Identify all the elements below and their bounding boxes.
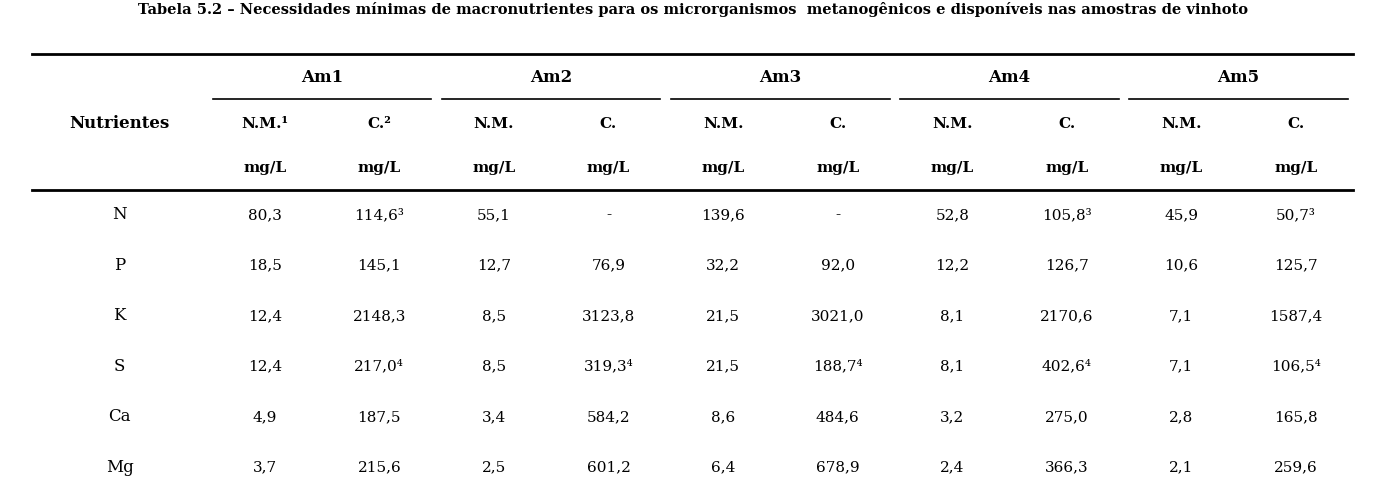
Text: N.M.¹: N.M.¹ [241, 117, 288, 131]
Text: mg/L: mg/L [472, 161, 515, 175]
Text: Am3: Am3 [759, 69, 802, 86]
Text: 106,5⁴: 106,5⁴ [1271, 359, 1321, 373]
Text: 12,4: 12,4 [248, 359, 281, 373]
Text: mg/L: mg/L [1159, 161, 1204, 175]
Text: 3,4: 3,4 [482, 410, 506, 424]
Text: 484,6: 484,6 [816, 410, 860, 424]
Text: mg/L: mg/L [816, 161, 859, 175]
Text: 3,7: 3,7 [252, 460, 277, 474]
Text: Mg: Mg [105, 459, 133, 476]
Text: 139,6: 139,6 [701, 208, 745, 222]
Text: 105,8³: 105,8³ [1042, 208, 1091, 222]
Text: 12,7: 12,7 [476, 258, 511, 272]
Text: 7,1: 7,1 [1169, 309, 1194, 323]
Text: 165,8: 165,8 [1274, 410, 1317, 424]
Text: 2170,6: 2170,6 [1040, 309, 1094, 323]
Text: 50,7³: 50,7³ [1276, 208, 1316, 222]
Text: 2,1: 2,1 [1169, 460, 1194, 474]
Text: -: - [605, 208, 611, 222]
Text: 8,6: 8,6 [711, 410, 735, 424]
Text: mg/L: mg/L [357, 161, 402, 175]
Text: 215,6: 215,6 [357, 460, 402, 474]
Text: Am1: Am1 [301, 69, 343, 86]
Text: N: N [112, 206, 127, 224]
Text: 584,2: 584,2 [587, 410, 630, 424]
Text: 126,7: 126,7 [1044, 258, 1089, 272]
Text: 3021,0: 3021,0 [810, 309, 864, 323]
Text: 8,1: 8,1 [940, 359, 964, 373]
Text: 18,5: 18,5 [248, 258, 281, 272]
Text: 402,6⁴: 402,6⁴ [1042, 359, 1091, 373]
Text: C.: C. [1287, 117, 1305, 131]
Text: C.: C. [1058, 117, 1075, 131]
Text: -: - [835, 208, 841, 222]
Text: Am2: Am2 [530, 69, 572, 86]
Text: 8,1: 8,1 [940, 309, 964, 323]
Text: 2,8: 2,8 [1169, 410, 1194, 424]
Text: 2148,3: 2148,3 [353, 309, 406, 323]
Text: 275,0: 275,0 [1044, 410, 1089, 424]
Text: 6,4: 6,4 [711, 460, 735, 474]
Text: 92,0: 92,0 [820, 258, 855, 272]
Text: P: P [114, 257, 125, 274]
Text: 678,9: 678,9 [816, 460, 860, 474]
Text: mg/L: mg/L [931, 161, 974, 175]
Text: N.M.: N.M. [1161, 117, 1202, 131]
Text: 12,4: 12,4 [248, 309, 281, 323]
Text: Tabela 5.2 – Necessidades mínimas de macronutrientes para os microrganismos  met: Tabela 5.2 – Necessidades mínimas de mac… [137, 2, 1248, 17]
Text: 4,9: 4,9 [252, 410, 277, 424]
Text: 10,6: 10,6 [1165, 258, 1198, 272]
Text: K: K [114, 307, 126, 325]
Text: 217,0⁴: 217,0⁴ [355, 359, 404, 373]
Text: 601,2: 601,2 [586, 460, 630, 474]
Text: 76,9: 76,9 [591, 258, 626, 272]
Text: C.: C. [830, 117, 846, 131]
Text: 52,8: 52,8 [935, 208, 970, 222]
Text: C.: C. [600, 117, 618, 131]
Text: 259,6: 259,6 [1274, 460, 1317, 474]
Text: 80,3: 80,3 [248, 208, 281, 222]
Text: N.M.: N.M. [702, 117, 744, 131]
Text: Ca: Ca [108, 409, 132, 426]
Text: Nutrientes: Nutrientes [69, 114, 170, 131]
Text: 187,5: 187,5 [357, 410, 402, 424]
Text: C.²: C.² [367, 117, 392, 131]
Text: mg/L: mg/L [244, 161, 287, 175]
Text: 8,5: 8,5 [482, 309, 506, 323]
Text: 1587,4: 1587,4 [1269, 309, 1323, 323]
Text: Am5: Am5 [1217, 69, 1260, 86]
Text: N.M.: N.M. [932, 117, 972, 131]
Text: 32,2: 32,2 [706, 258, 740, 272]
Text: 366,3: 366,3 [1044, 460, 1089, 474]
Text: mg/L: mg/L [701, 161, 745, 175]
Text: 21,5: 21,5 [706, 359, 740, 373]
Text: mg/L: mg/L [1046, 161, 1089, 175]
Text: 45,9: 45,9 [1165, 208, 1198, 222]
Text: 8,5: 8,5 [482, 359, 506, 373]
Text: Am4: Am4 [989, 69, 1030, 86]
Text: 319,3⁴: 319,3⁴ [583, 359, 633, 373]
Text: mg/L: mg/L [587, 161, 630, 175]
Text: 3123,8: 3123,8 [582, 309, 636, 323]
Text: 2,5: 2,5 [482, 460, 506, 474]
Text: 2,4: 2,4 [940, 460, 964, 474]
Text: 114,6³: 114,6³ [355, 208, 404, 222]
Text: 3,2: 3,2 [940, 410, 964, 424]
Text: 125,7: 125,7 [1274, 258, 1317, 272]
Text: 145,1: 145,1 [357, 258, 402, 272]
Text: N.M.: N.M. [474, 117, 514, 131]
Text: S: S [114, 358, 125, 375]
Text: 55,1: 55,1 [476, 208, 511, 222]
Text: mg/L: mg/L [1274, 161, 1317, 175]
Text: 12,2: 12,2 [935, 258, 970, 272]
Text: 21,5: 21,5 [706, 309, 740, 323]
Text: 7,1: 7,1 [1169, 359, 1194, 373]
Text: 188,7⁴: 188,7⁴ [813, 359, 863, 373]
